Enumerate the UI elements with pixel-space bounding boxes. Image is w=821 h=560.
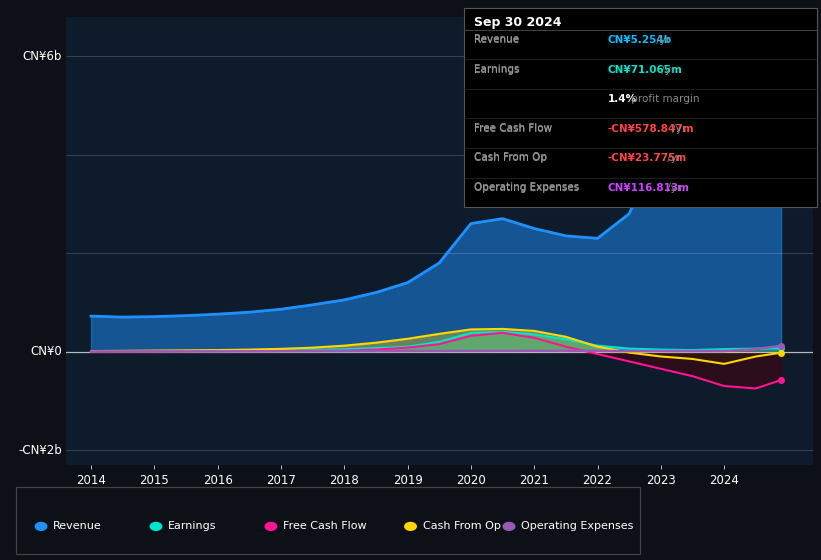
Text: /yr: /yr <box>654 35 671 45</box>
Text: /yr: /yr <box>658 64 676 74</box>
Text: /yr: /yr <box>663 183 681 193</box>
Text: Sep 30 2024: Sep 30 2024 <box>474 16 562 29</box>
Text: Revenue: Revenue <box>474 35 519 45</box>
Text: Free Cash Flow: Free Cash Flow <box>474 123 552 133</box>
Text: 1.4%: 1.4% <box>608 94 636 104</box>
Text: Earnings: Earnings <box>474 64 519 74</box>
Text: profit margin: profit margin <box>628 94 699 104</box>
Text: Earnings: Earnings <box>474 64 519 74</box>
Text: Cash From Op: Cash From Op <box>423 521 501 531</box>
Text: Free Cash Flow: Free Cash Flow <box>474 124 552 134</box>
Text: Operating Expenses: Operating Expenses <box>474 182 579 192</box>
Text: CN¥0: CN¥0 <box>30 345 62 358</box>
Text: Cash From Op: Cash From Op <box>474 153 547 164</box>
Text: -CN¥578.847m: -CN¥578.847m <box>608 124 695 134</box>
Text: CN¥6b: CN¥6b <box>22 50 62 63</box>
Text: CN¥5.254b: CN¥5.254b <box>608 35 672 45</box>
Text: -CN¥2b: -CN¥2b <box>18 444 62 456</box>
Text: CN¥71.065m: CN¥71.065m <box>608 64 682 74</box>
Text: -CN¥23.775m: -CN¥23.775m <box>608 153 687 164</box>
Text: CN¥116.813m: CN¥116.813m <box>608 183 690 193</box>
Text: Operating Expenses: Operating Expenses <box>521 521 634 531</box>
Text: Operating Expenses: Operating Expenses <box>474 183 579 193</box>
Text: /yr: /yr <box>668 124 686 134</box>
Text: Earnings: Earnings <box>168 521 217 531</box>
Text: Cash From Op: Cash From Op <box>474 152 547 162</box>
Text: /yr: /yr <box>663 153 681 164</box>
Text: Revenue: Revenue <box>474 34 519 44</box>
Text: Free Cash Flow: Free Cash Flow <box>283 521 367 531</box>
Text: Revenue: Revenue <box>53 521 102 531</box>
